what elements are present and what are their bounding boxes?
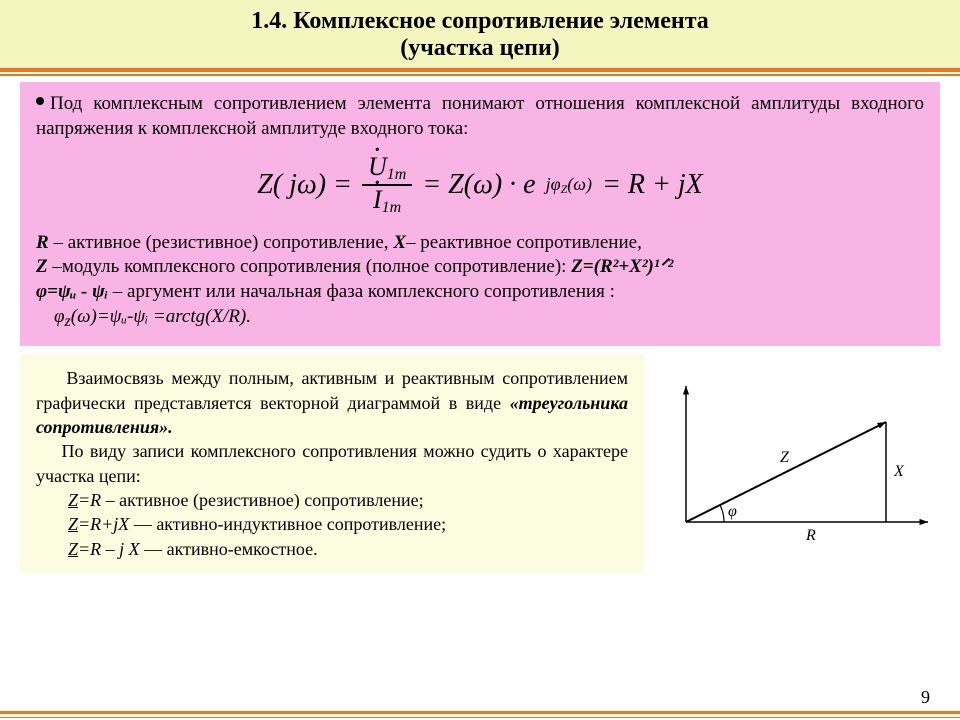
exp-jphi: jφ	[546, 174, 561, 194]
item2: Z=R+jX — активно-индуктивное сопротивлен…	[36, 512, 628, 536]
p2: По виду записи комплексного сопротивлени…	[36, 439, 628, 488]
phiZ-sym: φ	[54, 306, 65, 327]
X-text: – реактивное сопротивление,	[406, 232, 642, 253]
i3b: =R – j X	[78, 539, 140, 559]
I-dot: I	[373, 185, 382, 214]
phi-text: – аргумент или начальная фаза комплексно…	[108, 281, 615, 302]
eq-Zomega: = Z(ω) · e	[422, 167, 535, 203]
impedance-triangle-diagram: Z X Rφ	[660, 380, 940, 550]
i1b: =R	[78, 490, 101, 510]
title-line2: (участка цепи)	[20, 35, 940, 62]
i2c: — активно-индуктивное сопротивление;	[129, 514, 446, 534]
fraction: U1m I1m	[362, 153, 412, 216]
bottom-row: Взаимосвязь между полным, активным и реа…	[20, 354, 940, 572]
item1: Z=R – активное (резистивное) сопротивлен…	[36, 488, 628, 512]
svg-text:X: X	[893, 463, 905, 480]
Z-formula: Z=(R²+X²)¹ᐟ²	[571, 256, 673, 277]
i1c: – активное (резистивное) сопротивление;	[101, 490, 423, 510]
I-sub: 1m	[382, 199, 402, 216]
X-sym: X	[393, 232, 406, 253]
orange-rule-bottom-thin	[0, 717, 960, 718]
svg-text:φ: φ	[728, 503, 737, 520]
U-sub: 1m	[387, 166, 407, 183]
R-text: – активное (резистивное) сопротивление,	[49, 232, 394, 253]
definition-box: Под комплексным сопротивлением элемента …	[20, 82, 940, 346]
svg-text:Z: Z	[780, 449, 790, 466]
R-sym: R	[36, 232, 49, 253]
line-R: R – активное (резистивное) сопротивление…	[36, 231, 924, 256]
phiZ-formula: (ω)=ψᵤ-ψᵢ =arctg(X/R).	[71, 306, 251, 327]
page-number: 9	[921, 687, 930, 708]
title-line1: 1.4. Комплексное сопротивление элемента	[20, 8, 940, 35]
bullet-icon	[36, 97, 44, 105]
main-formula: Z( jω) = U1m I1m = Z(ω) · ejφZ(ω) = R + …	[36, 153, 924, 216]
p1: Взаимосвязь между полным, активным и реа…	[36, 366, 628, 439]
Zjomega: Z( jω) =	[257, 167, 352, 203]
i2b: =R+jX	[78, 514, 129, 534]
i3a: Z	[68, 539, 78, 559]
orange-rule-bottom	[0, 711, 960, 714]
slide-title: 1.4. Комплексное сопротивление элемента …	[0, 0, 960, 72]
i2a: Z	[68, 514, 78, 534]
Z-sym: Z	[36, 256, 48, 277]
Z-text: –модуль комплексного сопротивления (полн…	[48, 256, 572, 277]
intro-text: Под комплексным сопротивлением элемента …	[36, 93, 924, 139]
phi-sym: φ=ψᵤ - ψᵢ	[36, 281, 108, 302]
exp-omega: (ω)	[567, 174, 592, 194]
line-Z: Z –модуль комплексного сопротивления (по…	[36, 255, 924, 280]
explanation-box: Взаимосвязь между полным, активным и реа…	[20, 354, 644, 572]
svg-text:R: R	[805, 527, 816, 544]
eq-RjX: = R + jX	[602, 167, 703, 203]
item3: Z=R – j X — активно-емкостное.	[36, 537, 628, 561]
i1a: Z	[68, 490, 78, 510]
orange-rule	[0, 74, 960, 76]
line-phi: φ=ψᵤ - ψᵢ – аргумент или начальная фаза …	[36, 280, 924, 305]
i3c: — активно-емкостное.	[140, 539, 318, 559]
line-phiZ: φz(ω)=ψᵤ-ψᵢ =arctg(X/R).	[36, 305, 924, 333]
